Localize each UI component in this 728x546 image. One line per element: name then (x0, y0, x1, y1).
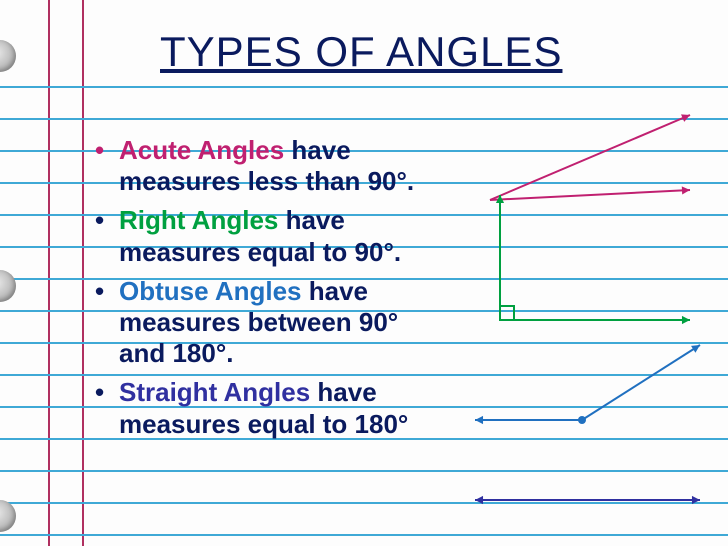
ruled-line (0, 502, 728, 504)
list-item-text: Obtuse Angles (119, 276, 309, 306)
ruled-line (0, 86, 728, 88)
page-title: TYPES OF ANGLES (160, 28, 562, 76)
margin-line (48, 0, 50, 546)
binder-hole (0, 270, 16, 302)
list-item-text: Straight Angles (119, 377, 317, 407)
binder-hole (0, 500, 16, 532)
list-item-text: Right Angles (119, 205, 286, 235)
notebook-paper: TYPES OF ANGLES Acute Angles have measur… (0, 0, 728, 546)
list-item: Straight Angles have measures equal to 1… (95, 377, 435, 439)
ruled-line (0, 534, 728, 536)
ruled-line (0, 470, 728, 472)
ruled-line (0, 118, 728, 120)
bullet-list: Acute Angles have measures less than 90°… (95, 135, 435, 448)
list-item-text: Acute Angles (119, 135, 291, 165)
binder-hole (0, 40, 16, 72)
list-item: Obtuse Angles have measures between 90° … (95, 276, 435, 370)
list-item: Acute Angles have measures less than 90°… (95, 135, 435, 197)
acute-angle-icon (490, 114, 690, 200)
list-item: Right Angles have measures equal to 90°. (95, 205, 435, 267)
margin-line (82, 0, 84, 546)
obtuse-angle-icon (475, 345, 700, 424)
